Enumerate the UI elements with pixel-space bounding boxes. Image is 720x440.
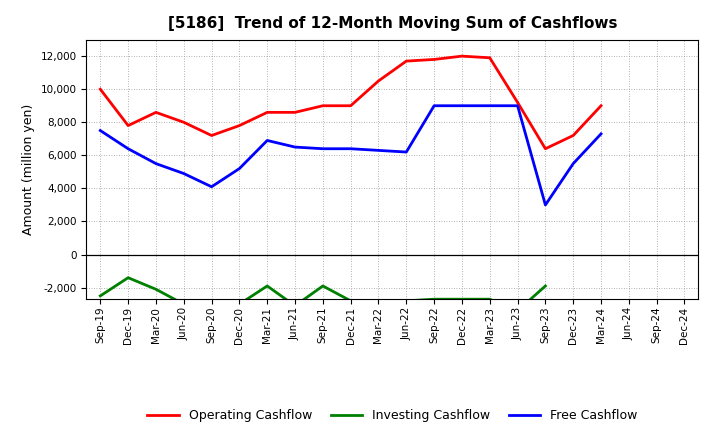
Investing Cashflow bbox=[96, 293, 104, 298]
Line: Operating Cashflow: Operating Cashflow bbox=[100, 56, 601, 149]
Operating Cashflow bbox=[513, 100, 522, 105]
Operating Cashflow bbox=[96, 87, 104, 92]
Operating Cashflow bbox=[179, 120, 188, 125]
Operating Cashflow bbox=[346, 103, 355, 108]
Investing Cashflow bbox=[152, 286, 161, 292]
Operating Cashflow bbox=[541, 146, 550, 151]
Free Cashflow bbox=[96, 128, 104, 133]
Free Cashflow bbox=[124, 146, 132, 151]
Investing Cashflow bbox=[291, 303, 300, 308]
Y-axis label: Amount (million yen): Amount (million yen) bbox=[22, 104, 35, 235]
Operating Cashflow bbox=[485, 55, 494, 60]
Free Cashflow bbox=[569, 161, 577, 166]
Free Cashflow bbox=[207, 184, 216, 189]
Line: Investing Cashflow: Investing Cashflow bbox=[100, 278, 546, 311]
Operating Cashflow bbox=[152, 110, 161, 115]
Investing Cashflow bbox=[235, 301, 243, 307]
Investing Cashflow bbox=[346, 298, 355, 304]
Investing Cashflow bbox=[513, 308, 522, 313]
Title: [5186]  Trend of 12-Month Moving Sum of Cashflows: [5186] Trend of 12-Month Moving Sum of C… bbox=[168, 16, 617, 32]
Free Cashflow bbox=[152, 161, 161, 166]
Free Cashflow bbox=[374, 148, 383, 153]
Free Cashflow bbox=[291, 144, 300, 150]
Legend: Operating Cashflow, Investing Cashflow, Free Cashflow: Operating Cashflow, Investing Cashflow, … bbox=[143, 404, 642, 427]
Investing Cashflow bbox=[485, 297, 494, 302]
Investing Cashflow bbox=[458, 297, 467, 302]
Investing Cashflow bbox=[541, 283, 550, 289]
Operating Cashflow bbox=[263, 110, 271, 115]
Free Cashflow bbox=[458, 103, 467, 108]
Investing Cashflow bbox=[430, 297, 438, 302]
Free Cashflow bbox=[235, 166, 243, 171]
Operating Cashflow bbox=[402, 59, 410, 64]
Operating Cashflow bbox=[318, 103, 327, 108]
Investing Cashflow bbox=[374, 300, 383, 305]
Free Cashflow bbox=[430, 103, 438, 108]
Operating Cashflow bbox=[374, 78, 383, 84]
Investing Cashflow bbox=[124, 275, 132, 280]
Free Cashflow bbox=[179, 171, 188, 176]
Free Cashflow bbox=[485, 103, 494, 108]
Free Cashflow bbox=[541, 202, 550, 208]
Operating Cashflow bbox=[430, 57, 438, 62]
Operating Cashflow bbox=[124, 123, 132, 128]
Operating Cashflow bbox=[597, 103, 606, 108]
Investing Cashflow bbox=[179, 301, 188, 307]
Investing Cashflow bbox=[263, 283, 271, 289]
Operating Cashflow bbox=[207, 133, 216, 138]
Free Cashflow bbox=[513, 103, 522, 108]
Free Cashflow bbox=[402, 150, 410, 155]
Free Cashflow bbox=[597, 131, 606, 136]
Free Cashflow bbox=[263, 138, 271, 143]
Investing Cashflow bbox=[402, 298, 410, 304]
Operating Cashflow bbox=[458, 54, 467, 59]
Operating Cashflow bbox=[569, 133, 577, 138]
Free Cashflow bbox=[346, 146, 355, 151]
Free Cashflow bbox=[318, 146, 327, 151]
Investing Cashflow bbox=[207, 303, 216, 308]
Operating Cashflow bbox=[291, 110, 300, 115]
Investing Cashflow bbox=[318, 283, 327, 289]
Line: Free Cashflow: Free Cashflow bbox=[100, 106, 601, 205]
Operating Cashflow bbox=[235, 123, 243, 128]
